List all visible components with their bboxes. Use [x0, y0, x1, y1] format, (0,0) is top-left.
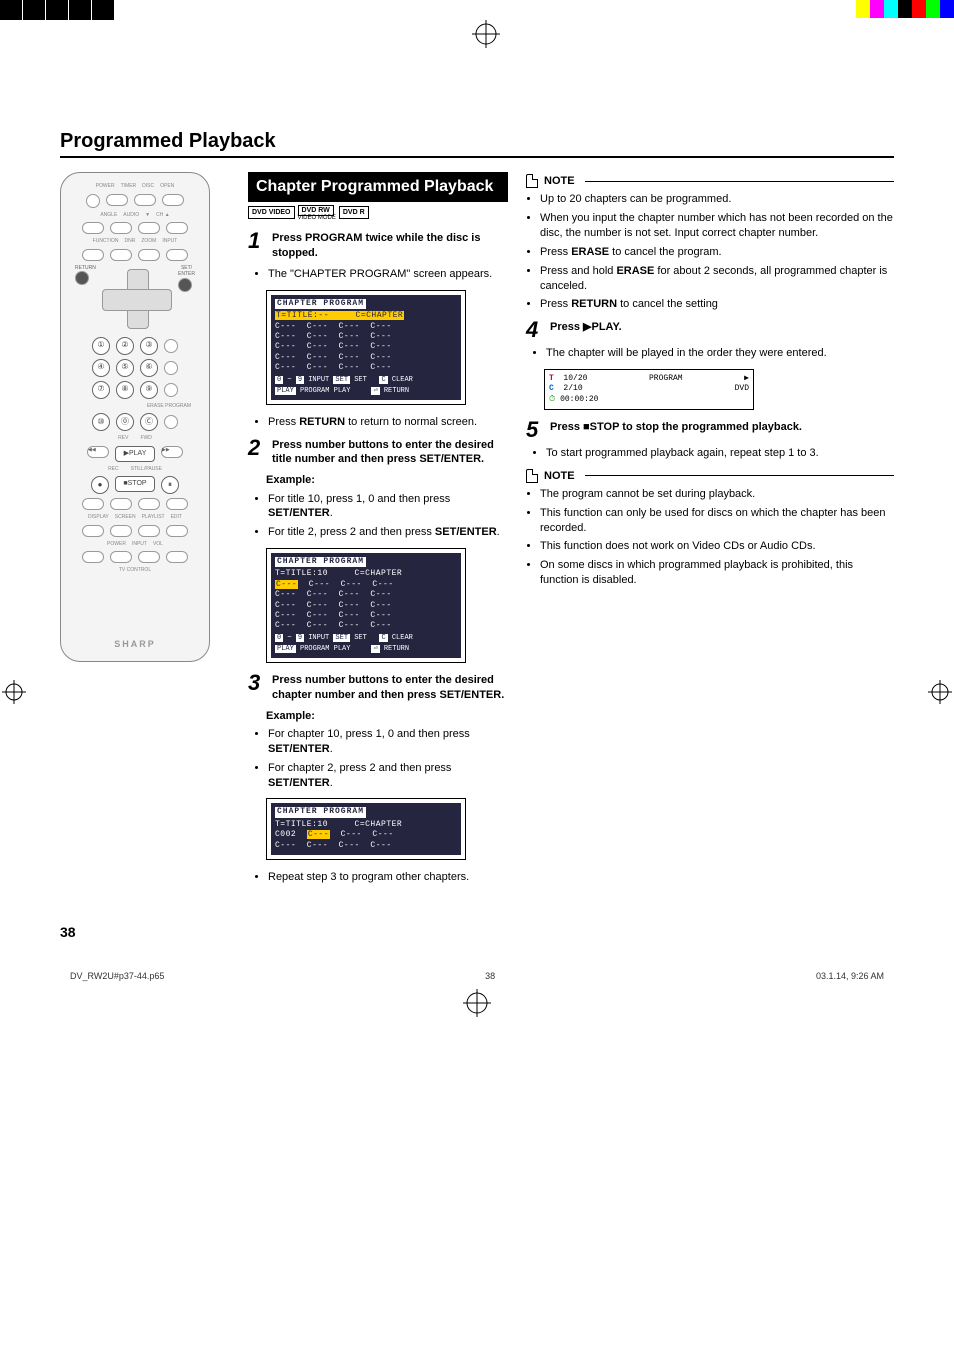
note-1-item: When you input the chapter number which …	[540, 211, 894, 241]
section-title: Chapter Programmed Playback	[248, 172, 508, 202]
step-5-text: Press ■STOP to stop the programmed playb…	[550, 420, 802, 435]
note-1-header: NOTE	[526, 174, 894, 188]
color-reg-blocks	[856, 0, 954, 18]
osd-screen-3: CHAPTER PROGRAM T=TITLE:10 C=CHAPTER C00…	[266, 798, 466, 860]
step-3-example-label: Example:	[266, 709, 508, 723]
crosshair-icon-bottom	[60, 989, 894, 1017]
registration-top	[0, 0, 954, 48]
page-number: 38	[60, 923, 894, 941]
step-3-bullet-1: For chapter 10, press 1, 0 and then pres…	[268, 727, 508, 757]
step-3: 3 Press number buttons to enter the desi…	[248, 673, 508, 703]
step-2-bullet-2: For title 2, press 2 and then press SET/…	[268, 525, 508, 540]
title-rule	[60, 156, 894, 158]
repeat-note: Repeat step 3 to program other chapters.	[268, 870, 508, 885]
step-2-bullet-1: For title 10, press 1, 0 and then press …	[268, 492, 508, 522]
note-2-item: This function does not work on Video CDs…	[540, 539, 894, 554]
step-4: 4 Press ▶PLAY.	[526, 320, 894, 340]
step-1: 1 Press PROGRAM twice while the disc is …	[248, 231, 508, 261]
osd-play-status: T 10/20 PROGRAM ▶ C 2/10 DVD ⏱ 00:00:20	[544, 369, 754, 410]
note-2-list: The program cannot be set during playbac…	[540, 487, 894, 588]
note-2-item: On some discs in which programmed playba…	[540, 558, 894, 588]
step-3-text: Press number buttons to enter the desire…	[272, 673, 508, 703]
brand-logo: SHARP	[114, 639, 156, 651]
step-3-num: 3	[248, 673, 266, 693]
step-2-example-label: Example:	[266, 473, 508, 487]
step-1-after: Press RETURN to return to normal screen.	[268, 415, 508, 430]
note-2-item: The program cannot be set during playbac…	[540, 487, 894, 502]
return-note: Press RETURN to return to normal screen.	[268, 415, 508, 430]
step-4-text: Press ▶PLAY.	[550, 320, 622, 335]
osd-screen-1: CHAPTER PROGRAM T=TITLE:-- C=CHAPTER C--…	[266, 290, 466, 405]
note-2-header: NOTE	[526, 469, 894, 483]
note-1-item: Press and hold ERASE for about 2 seconds…	[540, 264, 894, 294]
black-reg-blocks	[0, 0, 115, 20]
note-icon	[526, 469, 538, 483]
step-3-bullet-2: For chapter 2, press 2 and then press SE…	[268, 761, 508, 791]
tag-dvd-video: DVD VIDEO	[248, 206, 295, 219]
note-icon	[526, 174, 538, 188]
step-2-num: 2	[248, 438, 266, 458]
step-1-bullet: The "CHAPTER PROGRAM" screen appears.	[268, 267, 508, 282]
step-2-bullets: For title 10, press 1, 0 and then press …	[268, 492, 508, 541]
disc-type-tags: DVD VIDEO DVD RW VIDEO MODE DVD R	[248, 206, 508, 223]
crosshair-icon	[472, 20, 500, 48]
note-1-label: NOTE	[544, 174, 575, 188]
step-3-bullets: For chapter 10, press 1, 0 and then pres…	[268, 727, 508, 790]
footer-file: DV_RW2U#p37-44.p65	[70, 971, 164, 983]
step-5-num: 5	[526, 420, 544, 440]
step-2: 2 Press number buttons to enter the desi…	[248, 438, 508, 468]
note-1-list: Up to 20 chapters can be programmed. Whe…	[540, 192, 894, 312]
step-1-text: Press PROGRAM twice while the disc is st…	[272, 231, 508, 261]
page-title: Programmed Playback	[60, 128, 894, 154]
footer-page: 38	[485, 971, 495, 983]
note-1-item: Press ERASE to cancel the program.	[540, 245, 894, 260]
step-4-bullet: The chapter will be played in the order …	[546, 346, 894, 361]
step-1-bullets: The "CHAPTER PROGRAM" screen appears.	[268, 267, 508, 282]
note-2-item: This function can only be used for discs…	[540, 506, 894, 536]
step-4-num: 4	[526, 320, 544, 340]
step-4-bullets: The chapter will be played in the order …	[546, 346, 894, 361]
step-1-num: 1	[248, 231, 266, 251]
step-3-after: Repeat step 3 to program other chapters.	[268, 870, 508, 885]
step-2-text: Press number buttons to enter the desire…	[272, 438, 508, 468]
note-1-item: Press RETURN to cancel the setting	[540, 297, 894, 312]
step-5-bullet: To start programmed playback again, repe…	[546, 446, 894, 461]
remote-illustration: POWERTIMERDISCOPEN ANGLEAUDIO▼CH ▲ FUNCT…	[60, 172, 210, 662]
footer: DV_RW2U#p37-44.p65 38 03.1.14, 9:26 AM	[60, 971, 894, 983]
step-5: 5 Press ■STOP to stop the programmed pla…	[526, 420, 894, 440]
tag-video-mode: VIDEO MODE	[298, 215, 336, 223]
step-5-bullets: To start programmed playback again, repe…	[546, 446, 894, 461]
crosshair-icon-right	[928, 680, 952, 704]
note-2-label: NOTE	[544, 469, 575, 483]
tag-dvd-r: DVD R	[339, 206, 369, 219]
footer-date: 03.1.14, 9:26 AM	[816, 971, 884, 983]
note-1-item: Up to 20 chapters can be programmed.	[540, 192, 894, 207]
osd-screen-2: CHAPTER PROGRAM T=TITLE:10 C=CHAPTER C--…	[266, 548, 466, 663]
crosshair-icon-left	[2, 680, 26, 704]
